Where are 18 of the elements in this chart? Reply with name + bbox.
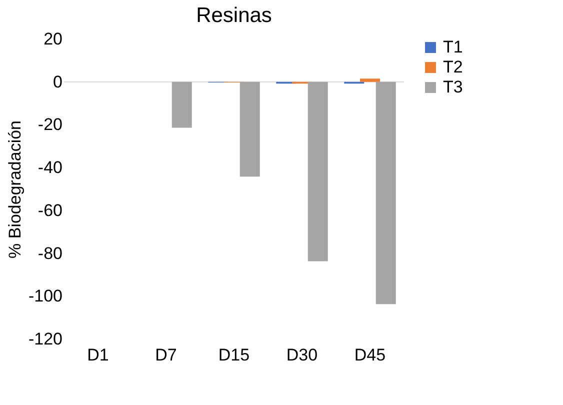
chart-title: Resinas bbox=[196, 4, 272, 27]
y-tick-label: 0 bbox=[53, 72, 62, 92]
x-tick-label: D15 bbox=[218, 346, 250, 364]
x-tick-label: D30 bbox=[286, 346, 318, 364]
y-tick-label: -20 bbox=[38, 115, 62, 134]
y-tick-label: -80 bbox=[38, 244, 62, 263]
legend-label: T3 bbox=[443, 78, 463, 96]
x-tick-label: D45 bbox=[354, 346, 386, 364]
y-tick-label: -40 bbox=[38, 158, 62, 178]
y-tick-label: 20 bbox=[44, 30, 62, 48]
x-tick-label: D7 bbox=[155, 346, 177, 364]
y-tick-label: -60 bbox=[38, 200, 62, 220]
y-tick-label: -120 bbox=[28, 330, 62, 348]
y-axis-title: % Biodegradación bbox=[5, 120, 24, 258]
legend-label: T2 bbox=[443, 58, 463, 76]
x-tick-label: D1 bbox=[87, 346, 109, 364]
legend-label: T1 bbox=[443, 38, 463, 56]
y-tick-label: -100 bbox=[28, 286, 62, 306]
